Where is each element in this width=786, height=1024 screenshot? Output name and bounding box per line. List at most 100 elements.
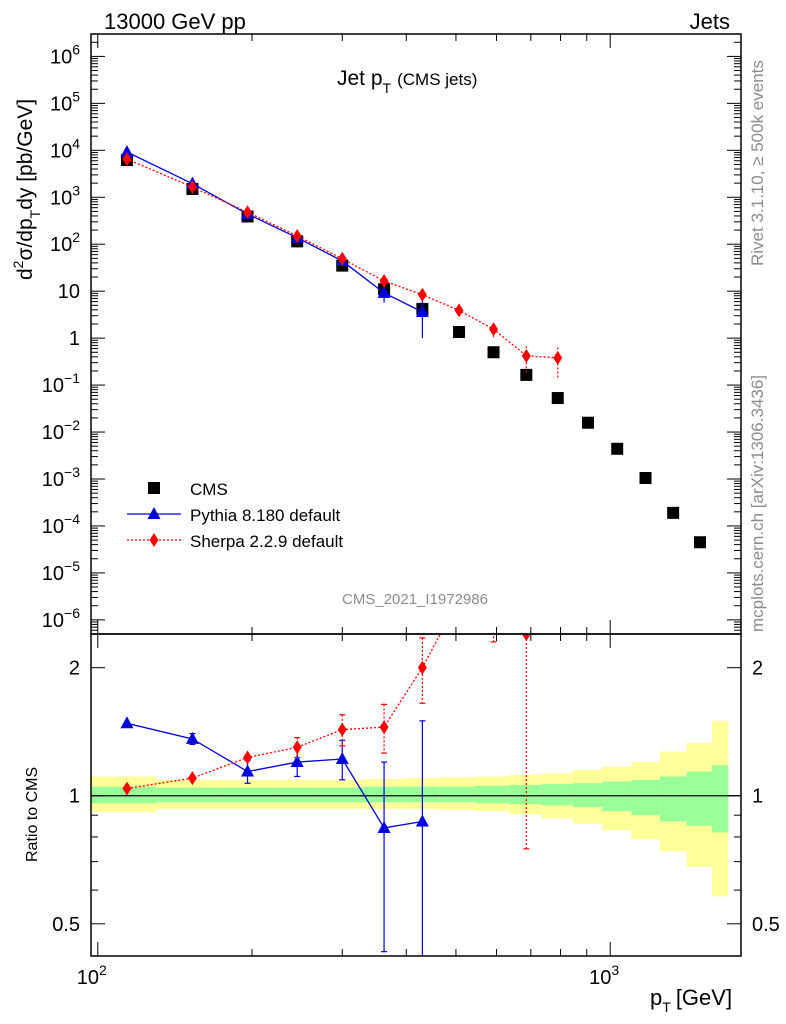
data-point bbox=[120, 145, 134, 158]
ratio-point bbox=[489, 580, 498, 594]
ratio-point bbox=[553, 429, 562, 443]
y-tick-label: 10−5 bbox=[42, 558, 80, 585]
ratio-point bbox=[290, 755, 304, 768]
ratio-point bbox=[243, 750, 253, 765]
rivet-label: Rivet 3.1.10, ≥ 500k events bbox=[748, 60, 767, 266]
ratio-point bbox=[120, 716, 134, 729]
inner-band-bin bbox=[659, 776, 687, 822]
data-point bbox=[489, 322, 499, 337]
inner-band-bin bbox=[631, 779, 660, 816]
y-tick-label: 10−1 bbox=[42, 370, 80, 397]
data-point bbox=[187, 180, 197, 195]
legend-marker bbox=[147, 507, 161, 519]
inner-band-bin bbox=[711, 765, 729, 833]
ratio-point bbox=[241, 764, 255, 777]
data-point bbox=[520, 368, 533, 381]
legend-item: Sherpa 2.2.9 default bbox=[127, 532, 343, 551]
ratio-point bbox=[292, 740, 302, 755]
ratio-y-tick-label-right: 0.5 bbox=[752, 914, 780, 936]
data-point bbox=[551, 392, 564, 405]
main-series bbox=[120, 145, 706, 549]
data-point bbox=[667, 506, 680, 519]
ratio-y-tick-label: 2 bbox=[69, 658, 80, 680]
header-right: Jets bbox=[690, 9, 730, 34]
y-tick-label: 10 bbox=[58, 281, 80, 303]
data-point bbox=[122, 152, 132, 167]
data-point bbox=[454, 303, 464, 318]
ratio-point bbox=[122, 781, 132, 796]
ratio-line bbox=[126, 634, 527, 790]
legend-item: Pythia 8.180 default bbox=[127, 506, 341, 525]
mcplots-label: mcplots.cern.ch [arXiv:1306.3436] bbox=[748, 375, 767, 632]
data-point bbox=[693, 536, 706, 549]
legend-label: Sherpa 2.2.9 default bbox=[190, 532, 343, 551]
x-tick-label: 103 bbox=[589, 962, 619, 989]
x-tick-label: 102 bbox=[77, 962, 107, 989]
ratio-point bbox=[379, 720, 389, 735]
legend: CMS Pythia 8.180 default Sherpa 2.2.9 defa… bbox=[127, 480, 343, 551]
ratio-point bbox=[185, 731, 199, 744]
series-pythia-8-180-default bbox=[120, 145, 429, 339]
inner-band-bin bbox=[156, 787, 223, 803]
data-point bbox=[379, 273, 389, 288]
y-tick-label: 105 bbox=[50, 88, 80, 115]
ratio-point bbox=[377, 820, 391, 833]
y-tick-label: 10−6 bbox=[42, 605, 80, 632]
data-point bbox=[581, 416, 594, 429]
y-tick-label: 10−2 bbox=[42, 417, 80, 444]
y-tick-label: 1 bbox=[69, 328, 80, 350]
y-tick-label: 102 bbox=[50, 229, 80, 256]
legend-label: Pythia 8.180 default bbox=[190, 506, 341, 525]
inner-band-bin bbox=[541, 784, 573, 806]
ratio-y-tick-label: 0.5 bbox=[52, 914, 80, 936]
inner-band-bin bbox=[509, 784, 542, 805]
ratio-y-tick-label-right: 2 bbox=[752, 658, 763, 680]
inner-band-bin bbox=[439, 786, 476, 803]
ratio-point bbox=[521, 634, 531, 641]
inner-band-bin bbox=[475, 785, 510, 804]
axis-tick-labels: 102 10310610510410310210110−110−210−310−4… bbox=[42, 41, 780, 989]
ratio-series-pythia-8-180-default bbox=[120, 716, 429, 956]
ratio-point bbox=[187, 771, 197, 786]
ratio-point bbox=[337, 722, 347, 737]
y-tick-label: 104 bbox=[50, 135, 80, 162]
inner-band-bin bbox=[273, 787, 319, 803]
ratio-line bbox=[126, 722, 423, 829]
data-point bbox=[417, 287, 427, 302]
legend-marker bbox=[149, 533, 159, 547]
ratio-point bbox=[335, 751, 349, 764]
series-line bbox=[126, 151, 423, 313]
y-tick-label: 10−3 bbox=[42, 464, 80, 491]
ratio-uncertainty-bands bbox=[91, 720, 741, 897]
analysis-watermark: CMS_2021_I1972986 bbox=[342, 591, 488, 608]
legend-marker bbox=[148, 482, 160, 494]
data-point bbox=[243, 205, 253, 220]
data-point bbox=[553, 350, 563, 365]
y-tick-label: 10−4 bbox=[42, 511, 80, 538]
data-point bbox=[292, 228, 302, 243]
data-point bbox=[611, 442, 624, 455]
legend-label: CMS bbox=[190, 480, 228, 499]
legend-item: CMS bbox=[148, 480, 228, 499]
ratio-series bbox=[120, 429, 562, 956]
inner-band-bin bbox=[222, 787, 274, 803]
chart-title: Jet pT (CMS jets) bbox=[337, 67, 477, 96]
y-tick-label: 106 bbox=[50, 41, 80, 68]
x-axis-label: pT [GeV] bbox=[650, 985, 732, 1015]
data-point bbox=[639, 472, 652, 485]
ratio-y-axis-label: Ratio to CMS bbox=[24, 767, 41, 862]
inner-band-bin bbox=[686, 771, 712, 826]
ratio-y-tick-label-right: 1 bbox=[752, 786, 763, 808]
ratio-point bbox=[417, 660, 427, 675]
axis-ticks bbox=[91, 33, 741, 956]
inner-band-bin bbox=[91, 786, 157, 804]
header-left: 13000 GeV pp bbox=[104, 9, 246, 34]
inner-band-bin bbox=[403, 786, 440, 803]
main-panel-frame bbox=[90, 33, 742, 635]
data-point bbox=[453, 326, 466, 339]
inner-band-bin bbox=[318, 787, 364, 803]
ratio-panel-frame bbox=[90, 633, 742, 957]
data-point bbox=[337, 251, 347, 266]
data-point bbox=[377, 285, 391, 298]
